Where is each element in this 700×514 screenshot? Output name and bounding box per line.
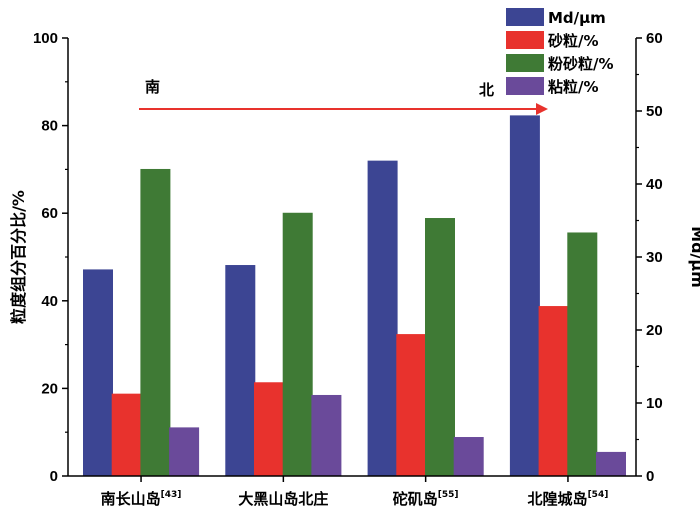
annotation-south-label: 南: [145, 78, 160, 96]
bar-1-2: [225, 265, 256, 476]
bar-4-2: [311, 394, 342, 476]
bar-3-2: [282, 212, 313, 476]
legend-label-3: 粉砂粒/%: [548, 55, 614, 73]
legend-label-2: 砂粒/%: [548, 32, 599, 50]
x-category-label: 大黑山岛北庄: [238, 490, 328, 508]
legend-swatch-3: [506, 54, 544, 72]
y-tick-label: 60: [41, 205, 58, 222]
y2-tick-label: 30: [646, 249, 663, 266]
legend-swatch-1: [506, 8, 544, 26]
bar-3-4: [567, 232, 598, 476]
direction-annotation: 南 北: [139, 78, 548, 115]
y2-axis-label: Md/μm: [688, 226, 700, 288]
y-axis-label: 粒度组分百分比/%: [9, 190, 28, 324]
legend-label-4: 粘粒/%: [548, 78, 599, 96]
bar-2-2: [254, 382, 284, 476]
bar-3-3: [425, 218, 455, 476]
y2-tick-label: 0: [646, 468, 654, 485]
annotation-arrow-head: [536, 103, 548, 115]
y2-tick-label: 50: [646, 103, 663, 120]
bar-2-1: [111, 393, 142, 476]
bar-3-1: [140, 168, 171, 476]
legend-label-1: Md/μm: [548, 9, 606, 27]
x-category-label: 砣矶岛[55]: [393, 490, 459, 508]
y2-tick-label: 20: [646, 322, 663, 339]
annotation-north-label: 北: [479, 81, 494, 99]
bar-4-1: [169, 427, 200, 476]
left-ticks: 0 20 40 60 80 100: [33, 30, 68, 485]
right-ticks: 0 10 20 30 40 50 60: [636, 30, 663, 485]
x-category-label: 北隍城岛[54]: [528, 490, 609, 508]
bar-4-4: [596, 451, 626, 476]
bar-1-3: [367, 160, 398, 476]
y2-tick-label: 60: [646, 30, 663, 47]
legend-swatch-4: [506, 77, 544, 95]
bars-layer: [83, 115, 626, 476]
bar-2-4: [538, 306, 569, 476]
y-tick-label: 100: [33, 30, 58, 47]
legend: Md/μm 砂粒/% 粉砂粒/% 粘粒/%: [506, 8, 614, 96]
y-tick-label: 40: [41, 293, 58, 310]
bar-4-3: [453, 437, 484, 476]
y2-tick-label: 40: [646, 176, 663, 193]
y-tick-label: 80: [41, 118, 58, 135]
bar-2-3: [396, 334, 427, 476]
bar-1-4: [509, 115, 540, 476]
legend-swatch-2: [506, 31, 544, 49]
x-category-labels: 南长山岛[43] 大黑山岛北庄 砣矶岛[55] 北隍城岛[54]: [101, 476, 609, 508]
y-tick-label: 20: [41, 380, 58, 397]
y-tick-label: 0: [50, 468, 58, 485]
bar-1-1: [83, 269, 113, 476]
x-category-label: 南长山岛[43]: [101, 490, 182, 508]
y2-tick-label: 10: [646, 395, 663, 412]
